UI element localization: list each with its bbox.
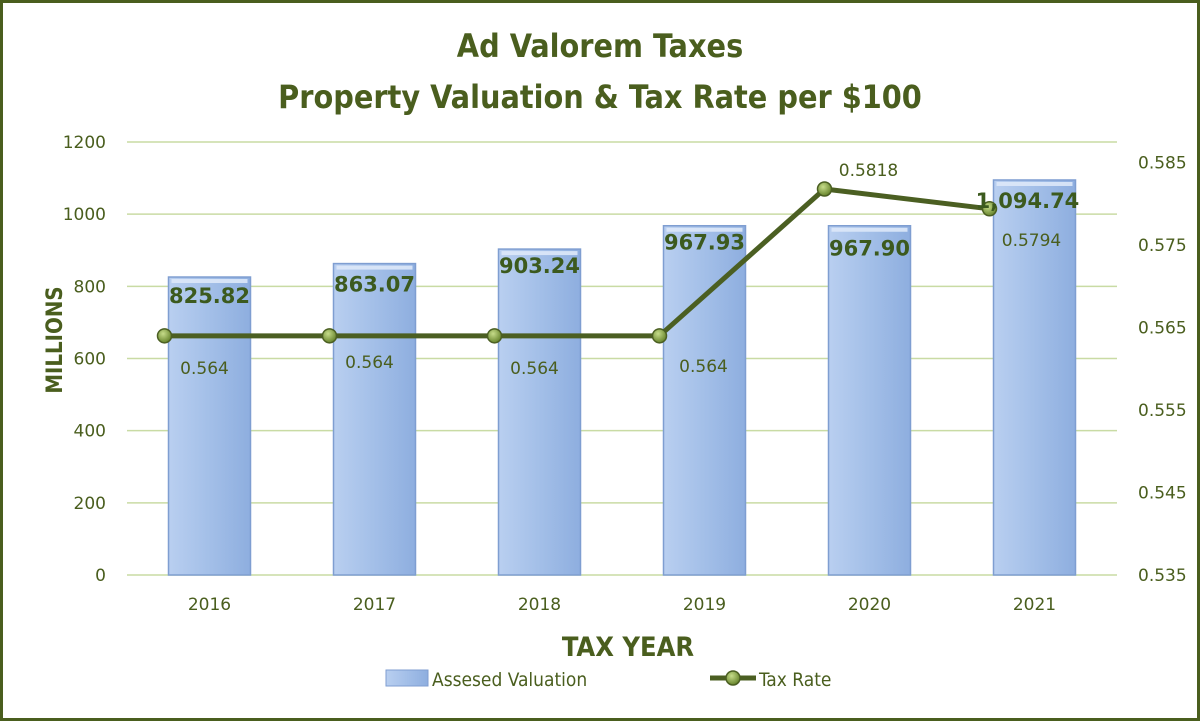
- tax-rate-marker: [486, 328, 503, 344]
- tax-rate-marker: [651, 328, 668, 344]
- bar-value-label: 967.93: [664, 231, 745, 255]
- y2-tick-label: 0.535: [1138, 566, 1187, 586]
- tax-rate-value-label: 0.5794: [1002, 231, 1061, 251]
- x-tick-label: 2020: [848, 595, 891, 615]
- y2-tick-label: 0.565: [1138, 319, 1187, 339]
- axis-ticks: 0 200 400 600 800 1000 1200 0.535 0.545 0.555 0.56…: [63, 133, 1187, 615]
- x-tick-label: 2016: [188, 595, 231, 615]
- bar-highlight: [336, 265, 413, 270]
- tax-rate-marker: [816, 181, 833, 197]
- y-tick-label: 200: [74, 494, 106, 514]
- tax-rate-value-label: 0.564: [345, 353, 394, 373]
- legend-swatch-valuation: [385, 669, 429, 687]
- bar-highlight: [171, 279, 248, 284]
- x-tick-label: 2019: [683, 595, 726, 615]
- y2-tick-label: 0.555: [1138, 401, 1187, 421]
- bar-series: [167, 179, 1077, 576]
- legend-swatch-taxrate-marker: [725, 670, 741, 686]
- line-series: [156, 181, 998, 344]
- bar-value-label: 967.90: [829, 237, 910, 261]
- x-tick-label: 2017: [353, 595, 396, 615]
- bar-highlight: [831, 227, 908, 232]
- bar: [662, 224, 747, 576]
- gridlines: [127, 141, 1117, 576]
- chart-title-line-2: Property Valuation & Tax Rate per $100: [278, 78, 922, 116]
- chart-title-line-1: Ad Valorem Taxes: [457, 27, 743, 65]
- legend: Assesed Valuation Tax Rate: [385, 669, 831, 691]
- data-labels: 825.82 863.07 903.24 967.93 967.90 1,094.74 0.…: [169, 161, 1079, 379]
- bar: [992, 179, 1077, 576]
- tax-rate-value-label: 0.564: [510, 359, 559, 379]
- tax-rate-value-label: 0.5818: [839, 161, 898, 181]
- tax-rate-marker: [156, 328, 173, 344]
- bar-value-label: 825.82: [169, 284, 250, 308]
- bar-value-label: 1,094.74: [976, 189, 1080, 213]
- legend-label-taxrate: Tax Rate: [758, 669, 831, 691]
- y-tick-label: 0: [95, 566, 106, 586]
- legend-label-valuation: Assesed Valuation: [432, 669, 587, 691]
- x-tick-label: 2018: [518, 595, 561, 615]
- tax-rate-marker: [321, 328, 338, 344]
- bar-highlight: [501, 251, 578, 256]
- tax-rate-line: [164, 186, 990, 339]
- bar: [497, 248, 582, 576]
- bar-highlight: [996, 181, 1073, 186]
- tax-rate-value-label: 0.564: [679, 357, 728, 377]
- tax-rate-marker: [981, 201, 998, 217]
- bar-value-label: 903.24: [499, 254, 580, 278]
- y-axis-title: MILLIONS: [43, 286, 68, 393]
- x-tick-label: 2021: [1013, 595, 1056, 615]
- bar: [827, 224, 912, 576]
- bar-highlight: [666, 227, 743, 232]
- y-tick-label: 600: [74, 350, 106, 370]
- y-tick-label: 1000: [63, 205, 106, 225]
- y-tick-label: 800: [74, 277, 106, 297]
- y-tick-label: 1200: [63, 133, 106, 153]
- x-axis-title: TAX YEAR: [562, 632, 694, 663]
- bar: [332, 262, 417, 576]
- y-tick-label: 400: [74, 422, 106, 442]
- y2-tick-label: 0.585: [1138, 154, 1187, 174]
- tax-rate-value-label: 0.564: [180, 359, 229, 379]
- y2-tick-label: 0.575: [1138, 236, 1187, 256]
- y2-tick-label: 0.545: [1138, 484, 1187, 504]
- bar-value-label: 863.07: [334, 273, 415, 297]
- bar: [167, 276, 252, 576]
